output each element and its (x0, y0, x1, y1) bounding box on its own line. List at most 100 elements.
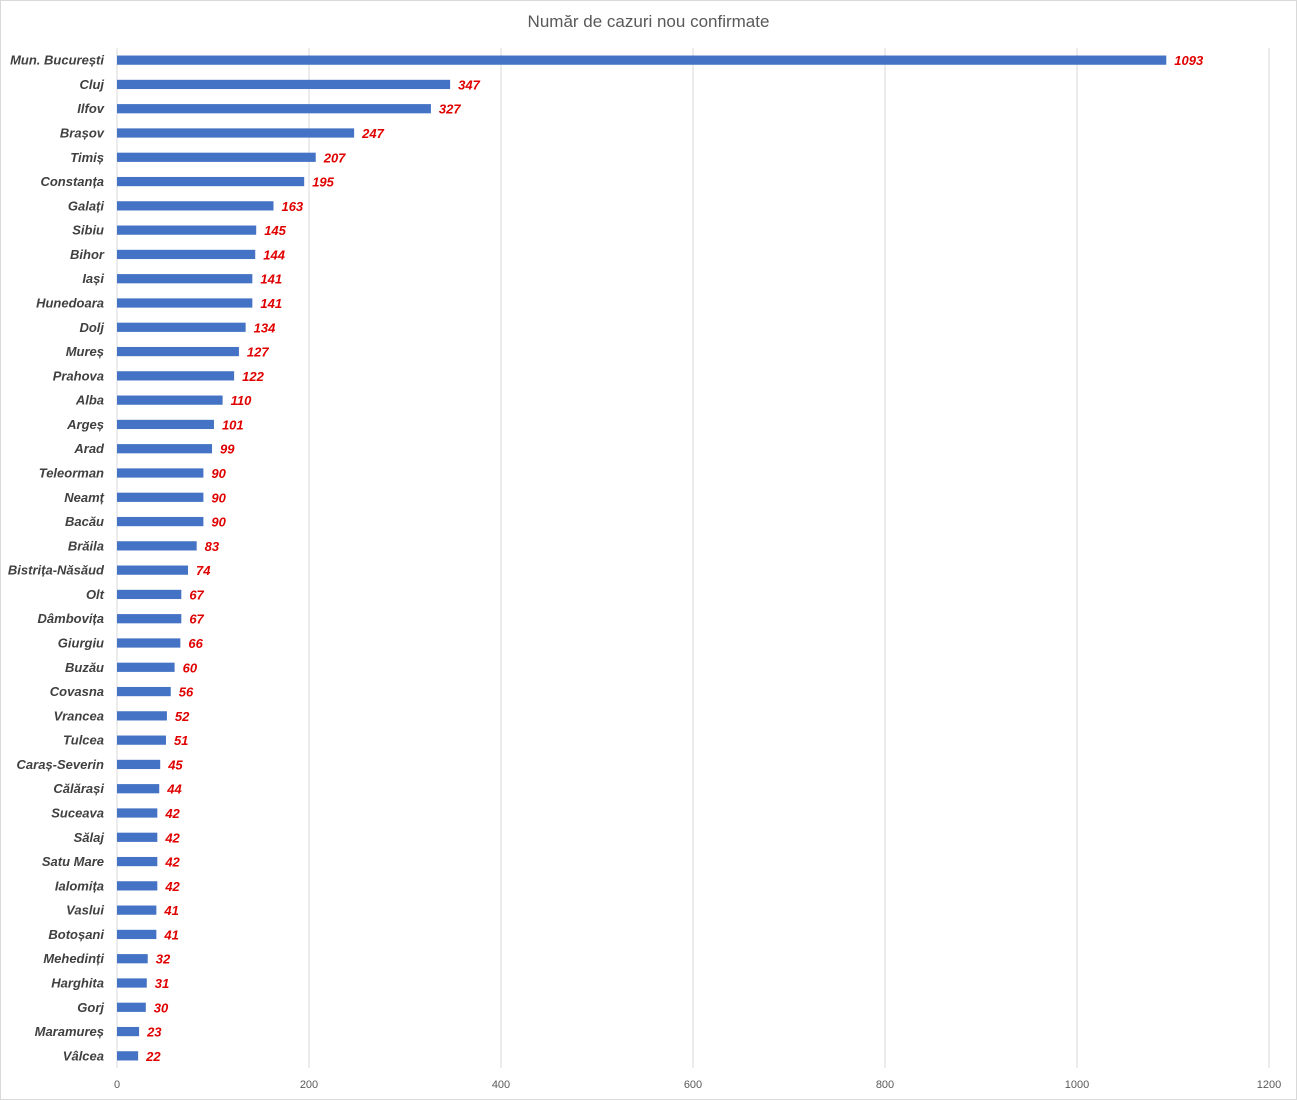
x-tick-label: 200 (300, 1079, 318, 1091)
bar (117, 249, 256, 260)
bar (117, 929, 157, 940)
category-label: Bacău (65, 514, 104, 529)
data-label: 145 (264, 223, 286, 238)
bar (117, 492, 204, 502)
bar (117, 614, 182, 624)
category-label: Ialomița (55, 878, 104, 893)
category-label: Vaslui (66, 903, 104, 918)
category-label: Mureș (66, 344, 104, 359)
category-label: Tulcea (63, 733, 104, 748)
category-label: Ilfov (77, 101, 104, 116)
bar (117, 128, 355, 138)
data-label: 32 (156, 952, 171, 967)
category-label: Sibiu (72, 223, 104, 238)
chart-title: Număr de cazuri nou confirmate (527, 12, 770, 31)
category-label: Brașov (60, 126, 105, 141)
category-label: Dolj (79, 320, 104, 335)
bar (117, 881, 158, 891)
data-label: 44 (166, 782, 182, 797)
bar (117, 152, 316, 162)
category-label: Botoșani (48, 927, 104, 942)
category-label: Satu Mare (42, 854, 104, 869)
data-label: 66 (188, 636, 203, 651)
data-label: 141 (260, 272, 282, 287)
bar (117, 274, 253, 284)
category-label: Mehedinți (43, 951, 104, 966)
data-label: 141 (260, 296, 282, 311)
category-label: Brăila (68, 538, 104, 553)
data-label: 51 (174, 733, 188, 748)
category-label: Cluj (79, 77, 104, 92)
data-label: 30 (154, 1000, 169, 1015)
data-label: 134 (254, 320, 276, 335)
bar (117, 395, 223, 405)
data-label: 83 (205, 539, 220, 554)
data-label: 99 (220, 442, 235, 457)
data-label: 1093 (1174, 53, 1204, 68)
bar (117, 468, 204, 478)
category-label: Bistrița-Năsăud (8, 563, 105, 578)
data-label: 42 (164, 855, 180, 870)
data-label: 67 (189, 612, 204, 627)
bar (117, 419, 214, 430)
data-label: 101 (222, 417, 244, 432)
data-label: 327 (439, 102, 461, 117)
category-label: Olt (86, 587, 105, 602)
data-label: 207 (323, 150, 346, 165)
data-label: 60 (183, 660, 198, 675)
data-label: 163 (281, 199, 303, 214)
data-label: 42 (164, 879, 180, 894)
bar (117, 978, 147, 988)
data-label: 67 (189, 587, 204, 602)
category-label: Maramureș (35, 1024, 104, 1039)
data-label: 122 (242, 369, 264, 384)
category-label: Hunedoara (36, 296, 104, 311)
category-label: Giurgiu (58, 636, 104, 651)
bar (117, 371, 235, 381)
bar (117, 662, 175, 672)
bar (117, 808, 158, 818)
data-label: 22 (145, 1049, 161, 1064)
bar (117, 176, 305, 187)
data-label: 42 (164, 830, 180, 845)
data-label: 144 (263, 247, 285, 262)
data-label: 127 (247, 345, 269, 360)
bar (117, 832, 158, 842)
category-label: Călărași (53, 781, 104, 796)
category-label: Arad (73, 441, 105, 456)
bar (117, 346, 239, 357)
data-label: 90 (211, 515, 226, 530)
bar (117, 516, 204, 527)
category-label: Harghita (51, 976, 104, 991)
data-label: 347 (458, 77, 480, 92)
data-label: 41 (163, 927, 178, 942)
x-tick-label: 1200 (1257, 1079, 1281, 1091)
category-label: Mun. București (10, 53, 104, 68)
data-label: 110 (231, 393, 252, 408)
data-label: 90 (211, 466, 226, 481)
x-tick-label: 400 (492, 1079, 510, 1091)
data-label: 90 (211, 490, 226, 505)
category-label: Bihor (70, 247, 105, 262)
category-label: Galați (68, 198, 105, 213)
category-label: Vrancea (54, 708, 104, 723)
bar (117, 322, 246, 332)
category-label: Constanța (40, 174, 104, 189)
x-tick-label: 0 (114, 1079, 120, 1091)
bar (117, 856, 158, 867)
category-label: Alba (75, 393, 104, 408)
category-label: Gorj (77, 1000, 104, 1015)
data-label: 45 (167, 757, 183, 772)
bar (117, 711, 167, 721)
bar (117, 104, 431, 114)
data-label: 56 (179, 685, 194, 700)
category-label: Dâmbovița (38, 611, 104, 626)
bar (117, 444, 213, 454)
category-label: Teleorman (39, 466, 104, 481)
category-label: Vâlcea (63, 1048, 104, 1063)
category-label: Suceava (51, 806, 104, 821)
bar (117, 638, 181, 648)
x-tick-label: 600 (684, 1079, 702, 1091)
category-label: Iași (82, 271, 104, 286)
